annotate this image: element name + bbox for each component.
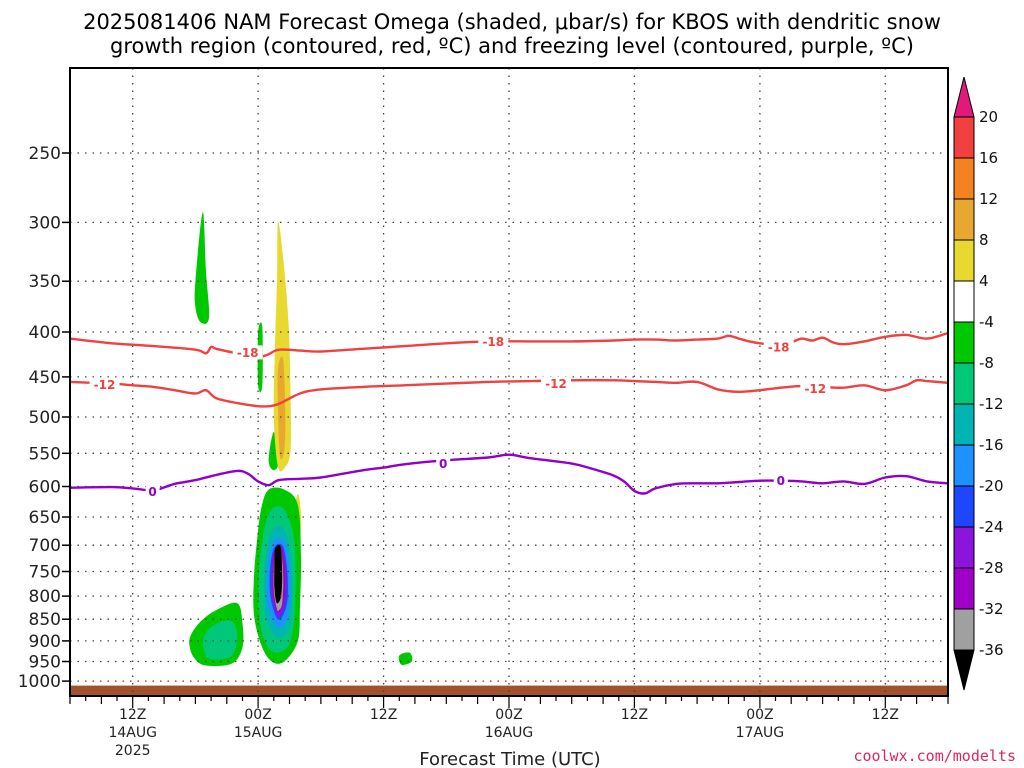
colorbar-under-arrow (953, 649, 975, 691)
colorbar-label: -24 (979, 518, 1004, 536)
colorbar-label: 12 (979, 190, 998, 208)
colorbar: 20 16 12 8 4 -4 -8 -12 -16 -20 -24 -28 -32 -36 (953, 76, 1004, 691)
y-tick-label: 750 (29, 563, 61, 583)
colorbar-swatch-m28_32 (953, 567, 975, 610)
y-tick-label: 250 (29, 144, 61, 164)
x-tick-label-date: 15AUG (234, 725, 283, 741)
contour-dgz_top (70, 331, 948, 359)
colorbar-label: 8 (979, 231, 989, 249)
colorbar-swatch-c4_8 (953, 239, 975, 282)
omega-region-m8_12 (203, 620, 238, 660)
colorbar-label: 4 (979, 272, 989, 290)
contour-label-bg (800, 381, 831, 396)
y-tick-label: 550 (29, 444, 61, 464)
contour-label-bg (478, 334, 509, 349)
y-tick-label: 600 (29, 478, 61, 498)
contour-label-bg (436, 456, 451, 471)
contour-label: -12 (545, 377, 567, 391)
y-tick-label: 800 (29, 587, 61, 607)
y-tick-label: 400 (29, 323, 61, 343)
contour-label: -18 (768, 341, 790, 355)
contour-label: 0 (777, 474, 785, 488)
colorbar-swatch-m4_8 (953, 321, 975, 364)
y-tick-label: 1000 (18, 672, 61, 692)
contour-label: -12 (94, 378, 116, 392)
chart-title-line-1: 2025081406 NAM Forecast Omega (shaded, μ… (83, 10, 941, 34)
contour-label-bg (541, 376, 571, 391)
y-tick-label: 900 (29, 632, 61, 652)
x-tick-label-time: 00Z (495, 707, 522, 723)
x-tick-label-date: 16AUG (485, 725, 534, 741)
colorbar-label: -12 (979, 395, 1004, 413)
x-tick-label-time: 12Z (119, 707, 146, 723)
y-tick-label: 350 (29, 272, 61, 292)
y-tick-label: 850 (29, 610, 61, 630)
x-axis: 12Z 14AUG 2025 00Z 15AUG 12Z 00Z 16AUG 12Z 00Z 17A… (69, 696, 949, 759)
x-tick-label-time: 12Z (872, 707, 899, 723)
contour-label: -18 (482, 335, 504, 349)
contour-label-layer: -18 -18 -18 -12 -12 -12 0 0 0 (89, 334, 831, 499)
colorbar-label: 20 (979, 108, 998, 126)
colorbar-swatch-m8_12 (953, 362, 975, 405)
colorbar-label: -4 (979, 313, 994, 331)
y-axis: 2503003504004505005506006507007508008509… (18, 144, 70, 692)
chart-title-line-2: growth region (contoured, red, ºC) and f… (110, 34, 914, 58)
x-tick-label-time: 00Z (244, 707, 271, 723)
omega-region-m4_8 (194, 212, 210, 324)
colorbar-swatch-m20_24 (953, 485, 975, 528)
y-tick-label: 950 (29, 653, 61, 673)
x-tick-label-time: 12Z (370, 707, 397, 723)
contour-freezing_level (70, 453, 948, 495)
y-tick-label: 650 (29, 508, 61, 528)
colorbar-swatch-neutral (953, 280, 975, 323)
colorbar-swatch-m24_28 (953, 526, 975, 569)
x-tick-label-date: 17AUG (736, 725, 785, 741)
omega-region-under (274, 545, 283, 604)
contour-label: 0 (439, 457, 447, 471)
contour-label-bg (89, 377, 120, 392)
colorbar-swatch-c12_16 (953, 157, 975, 200)
contour-label-bg (773, 473, 788, 488)
omega-shading-layer (189, 212, 413, 666)
x-tick-label-time: 12Z (621, 707, 648, 723)
colorbar-label: -28 (979, 559, 1004, 577)
colorbar-label: -36 (979, 641, 1004, 659)
x-tick-label-date: 14AUG (108, 725, 157, 741)
colorbar-swatch-m12_16 (953, 403, 975, 446)
contour-label: -12 (804, 382, 826, 396)
colorbar-over-arrow (953, 76, 975, 118)
contour-label: -18 (237, 346, 259, 360)
y-tick-label: 500 (29, 408, 61, 428)
site-credit: coolwx.com/modelts (853, 747, 1016, 765)
colorbar-label: -32 (979, 600, 1004, 618)
colorbar-label: -20 (979, 477, 1004, 495)
colorbar-swatch-m32_36 (953, 608, 975, 651)
y-tick-label: 700 (29, 536, 61, 556)
colorbar-swatch-c16_20 (953, 116, 975, 159)
omega-region-c8_12 (277, 356, 286, 460)
contour-label-bg (145, 484, 160, 499)
omega-region-m4_8 (398, 652, 413, 665)
contour-label-bg (763, 340, 794, 354)
x-tick-label-time: 00Z (746, 707, 773, 723)
contour-label: 0 (148, 485, 156, 499)
x-tick-label-year: 2025 (115, 743, 151, 759)
colorbar-label: -16 (979, 436, 1004, 454)
x-axis-title: Forecast Time (UTC) (419, 749, 600, 768)
colorbar-label: 16 (979, 149, 998, 167)
contour-label-bg (232, 345, 263, 360)
y-tick-label: 450 (29, 368, 61, 388)
colorbar-swatch-m16_20 (953, 444, 975, 487)
colorbar-label: -8 (979, 354, 994, 372)
y-tick-label: 300 (29, 213, 61, 233)
colorbar-swatch-c8_12 (953, 198, 975, 241)
